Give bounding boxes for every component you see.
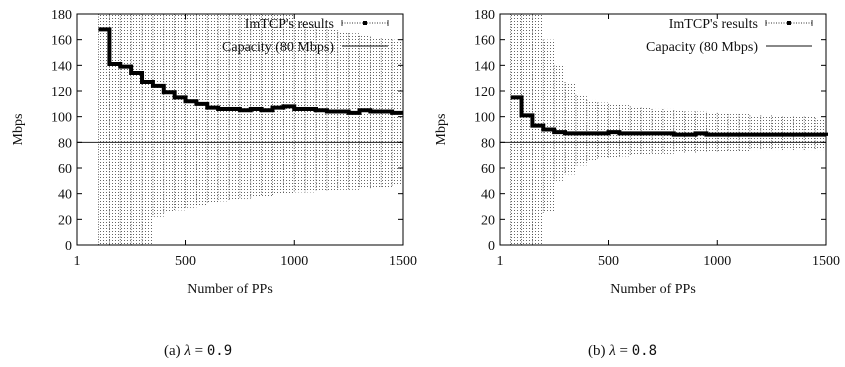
chart-a-xtick-label-1: 500 (175, 254, 196, 269)
chart-a-legend-capacity-label: Capacity (80 Mbps) (222, 40, 334, 55)
chart-b-ytick-label-9: 180 (474, 8, 495, 23)
chart-a-errorband-18 (294, 20, 306, 193)
chart-b-errorband-15 (673, 110, 685, 153)
chart-a-errorband-7 (174, 14, 186, 211)
chart-b-errorband-2 (532, 14, 544, 245)
chart-b-ytick-label-1: 20 (481, 213, 495, 228)
chart-a-errorband-14 (250, 14, 262, 198)
chart-b-ylabel: Mbps (434, 114, 449, 146)
chart-a-errorband-3 (131, 14, 143, 245)
chart-b-ytick-label-5: 100 (474, 111, 495, 126)
caption-a-value: 0.9 (206, 343, 233, 359)
chart-b-errorband-19 (717, 112, 729, 152)
chart-a-frame (76, 13, 404, 246)
chart-b-legend-imtcp-marker (787, 21, 791, 25)
chart-b-errorband-16 (684, 111, 696, 153)
chart-b-xtick-label-2: 1000 (703, 254, 731, 269)
chart-b-ytick-label-2: 40 (481, 188, 495, 203)
chart-b-ytick-label-8: 160 (474, 34, 495, 49)
chart-a-errorband-17 (283, 14, 295, 194)
chart-a-legend-imtcp-label: ImTCP's results (245, 17, 334, 32)
chart-b-ytick-label-6: 120 (474, 85, 495, 100)
caption-b-symbol: λ (609, 343, 616, 359)
chart-a-ylabel: Mbps (11, 114, 26, 146)
chart-b-xlabel: Number of PPs (610, 282, 696, 297)
chart-a-errorband-0 (98, 14, 110, 245)
caption-b-prefix: (b) (588, 343, 610, 359)
chart-b-errorband-10 (619, 105, 631, 157)
chart-a-errorband-6 (163, 14, 175, 213)
chart-a-ytick-label-4: 80 (58, 136, 72, 151)
chart-b-errorband-0 (510, 14, 522, 245)
chart-a-ytick-label-3: 60 (58, 162, 72, 177)
caption-b-eq: = (615, 343, 632, 359)
chart-b-errorband-8 (597, 102, 609, 160)
chart-b-errorband-18 (706, 112, 718, 152)
chart-b-errorband-11 (630, 106, 642, 156)
chart-a-errorband-1 (109, 14, 121, 245)
chart-a-ytick-label-6: 120 (51, 85, 72, 100)
chart-a-xlabel: Number of PPs (187, 282, 273, 297)
chart-b-xtick-label-0: 1 (497, 254, 504, 269)
caption-a-eq: = (190, 343, 207, 359)
chart-b-ytick-label-4: 80 (481, 136, 495, 151)
chart-b-errorband-1 (521, 14, 533, 245)
chart-b-xtick-label-3: 1500 (812, 254, 840, 269)
chart-b-errorband-3 (543, 39, 555, 213)
chart-a-xtick-label-3: 1500 (389, 254, 417, 269)
chart-a-errorband-13 (239, 14, 251, 199)
caption-a: (a) λ = 0.9 (164, 343, 232, 360)
chart-b-ytick-label-3: 60 (481, 162, 495, 177)
chart-a-ytick-label-1: 20 (58, 213, 72, 228)
chart-a-xtick-label-2: 1000 (280, 254, 308, 269)
chart-a-imtcp-line (98, 27, 403, 115)
chart-a-ytick-label-2: 40 (58, 188, 72, 203)
caption-a-prefix: (a) (164, 343, 185, 359)
chart-b-errorband-5 (565, 82, 576, 175)
chart-a-errorband-4 (142, 14, 153, 245)
chart-b-errorband-4 (554, 65, 566, 181)
chart-a-xtick-label-0: 1 (74, 254, 81, 269)
chart-b-frame (499, 13, 827, 246)
chart-b-ytick-label-0: 0 (488, 239, 495, 254)
chart-a-legend-imtcp-marker (363, 21, 367, 25)
caption-a-symbol: λ (184, 343, 191, 359)
chart-a-errorband-9 (196, 14, 208, 206)
chart-b-errorband-7 (586, 99, 598, 162)
chart-a-ytick-label-0: 0 (65, 239, 72, 254)
chart-a-errorband-15 (261, 14, 273, 197)
chart-a-ytick-label-8: 160 (51, 34, 72, 49)
chart-a-errorband-16 (272, 14, 284, 195)
chart-b-errorband-6 (575, 94, 587, 166)
chart-b-ytick-label-7: 140 (474, 59, 495, 74)
chart-b-legend-imtcp-label: ImTCP's results (669, 17, 758, 32)
chart-b-xtick-label-1: 500 (598, 254, 619, 269)
chart-a-ytick-label-9: 180 (51, 8, 72, 23)
caption-b: (b) λ = 0.8 (588, 343, 657, 360)
chart-a-errorband-5 (152, 14, 164, 217)
caption-b-value: 0.8 (631, 343, 658, 359)
chart-a-errorband-2 (120, 14, 132, 245)
chart-b-legend-capacity-label: Capacity (80 Mbps) (646, 40, 758, 55)
chart-a-ytick-label-7: 140 (51, 59, 72, 74)
chart-a-ytick-label-5: 100 (51, 111, 72, 126)
chart-b-imtcp-line (510, 95, 828, 137)
chart-a-errorband-8 (185, 14, 197, 208)
